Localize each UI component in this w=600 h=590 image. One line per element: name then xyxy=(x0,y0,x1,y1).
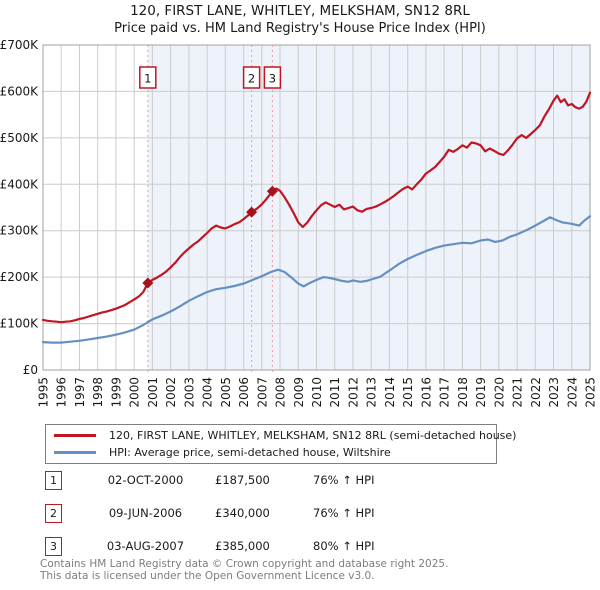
transaction-price: £385,000 xyxy=(215,539,270,553)
x-tick-label: 2017 xyxy=(438,377,452,408)
legend-label-hpi: HPI: Average price, semi-detached house,… xyxy=(109,446,391,460)
x-tick-label: 1999 xyxy=(109,377,123,408)
x-tick-label: 2002 xyxy=(164,377,178,408)
x-tick-label: 2024 xyxy=(565,377,579,408)
sale-marker-diamond xyxy=(142,277,154,289)
transaction-row: 1 02-OCT-2000 £187,500 76% ↑ HPI xyxy=(45,471,585,491)
y-tick-label: £600K xyxy=(0,84,39,98)
sale-number-label: 3 xyxy=(269,72,276,86)
x-tick-label: 2001 xyxy=(146,377,160,408)
sale-number-box xyxy=(242,66,261,89)
footer-licence: This data is licensed under the Open Gov… xyxy=(40,570,375,582)
x-tick-label: 1997 xyxy=(73,377,87,408)
transaction-row: 2 09-JUN-2006 £340,000 76% ↑ HPI xyxy=(45,504,585,524)
legend-row-hpi: HPI: Average price, semi-detached house,… xyxy=(46,445,496,460)
x-tick-label: 2019 xyxy=(474,377,488,408)
property-line-swatch-icon xyxy=(54,433,96,437)
legend: 120, FIRST LANE, WHITLEY, MELKSHAM, SN12… xyxy=(45,424,516,464)
y-tick-label: £200K xyxy=(0,270,39,284)
x-tick-label: 2007 xyxy=(255,377,269,408)
page-title: 120, FIRST LANE, WHITLEY, MELKSHAM, SN12… xyxy=(130,3,470,19)
x-tick-label: 2023 xyxy=(547,377,561,408)
legend-row-property: 120, FIRST LANE, WHITLEY, MELKSHAM, SN12… xyxy=(46,428,516,443)
sale-marker-diamond xyxy=(246,206,258,218)
sale-number-label: 1 xyxy=(144,72,151,86)
x-tick-label: 2014 xyxy=(383,377,397,408)
x-tick-label: 2016 xyxy=(419,377,433,408)
x-tick-label: 1995 xyxy=(37,377,51,408)
hpi-line-swatch-icon xyxy=(54,451,96,455)
x-tick-label: 2018 xyxy=(456,377,470,408)
hpi-line xyxy=(41,215,592,344)
transaction-price: £187,500 xyxy=(215,473,270,487)
transaction-date: 09-JUN-2006 xyxy=(108,506,183,520)
transaction-date: 02-OCT-2000 xyxy=(107,473,184,487)
x-tick-label: 2003 xyxy=(182,377,196,408)
x-tick-label: 2005 xyxy=(219,377,233,408)
transaction-number-badge: 1 xyxy=(45,471,62,490)
x-tick-label: 2008 xyxy=(274,377,288,408)
y-tick-label: £0 xyxy=(23,363,38,377)
transaction-hpi-change: 76% ↑ HPI xyxy=(313,473,375,487)
y-tick-label: £500K xyxy=(0,131,39,145)
x-tick-label: 1998 xyxy=(91,377,105,408)
property-price-line xyxy=(41,91,592,324)
x-tick-label: 1996 xyxy=(55,377,69,408)
x-tick-label: 2021 xyxy=(511,377,525,408)
transaction-number-badge: 3 xyxy=(45,537,62,556)
y-tick-label: £100K xyxy=(0,317,39,331)
x-tick-label: 2000 xyxy=(128,377,142,408)
transaction-hpi-change: 80% ↑ HPI xyxy=(313,539,375,553)
footer-copyright: Contains HM Land Registry data © Crown c… xyxy=(40,558,449,570)
x-tick-label: 2011 xyxy=(328,377,342,408)
plot-border xyxy=(42,44,591,371)
transaction-hpi-change: 76% ↑ HPI xyxy=(313,506,375,520)
x-tick-label: 2004 xyxy=(201,377,215,408)
x-tick-label: 2010 xyxy=(310,377,324,408)
transaction-date: 03-AUG-2007 xyxy=(106,539,185,553)
x-tick-label: 2006 xyxy=(237,377,251,408)
y-tick-label: £700K xyxy=(0,38,39,52)
x-tick-label: 2009 xyxy=(292,377,306,408)
sale-number-box xyxy=(263,66,282,89)
transaction-row: 3 03-AUG-2007 £385,000 80% ↑ HPI xyxy=(45,537,585,557)
x-tick-label: 2012 xyxy=(347,377,361,408)
sale-number-box xyxy=(139,66,157,89)
y-tick-label: £300K xyxy=(0,224,39,238)
transaction-number-badge: 2 xyxy=(45,504,62,523)
transaction-price: £340,000 xyxy=(215,506,270,520)
x-tick-label: 2015 xyxy=(401,377,415,408)
page-subtitle: Price paid vs. HM Land Registry's House … xyxy=(114,21,486,36)
x-tick-label: 2020 xyxy=(492,377,506,408)
x-tick-label: 2025 xyxy=(584,377,598,408)
x-tick-label: 2022 xyxy=(529,377,543,408)
sale-number-label: 2 xyxy=(248,72,255,86)
sale-marker-diamond xyxy=(266,185,278,197)
x-tick-label: 2013 xyxy=(365,377,379,408)
legend-label-property: 120, FIRST LANE, WHITLEY, MELKSHAM, SN12… xyxy=(109,428,517,442)
y-tick-label: £400K xyxy=(0,177,39,191)
price-history-chart: 1 2 3 £0 £100K £200K £300K £400K £500K £600K £700K… xyxy=(0,38,598,408)
